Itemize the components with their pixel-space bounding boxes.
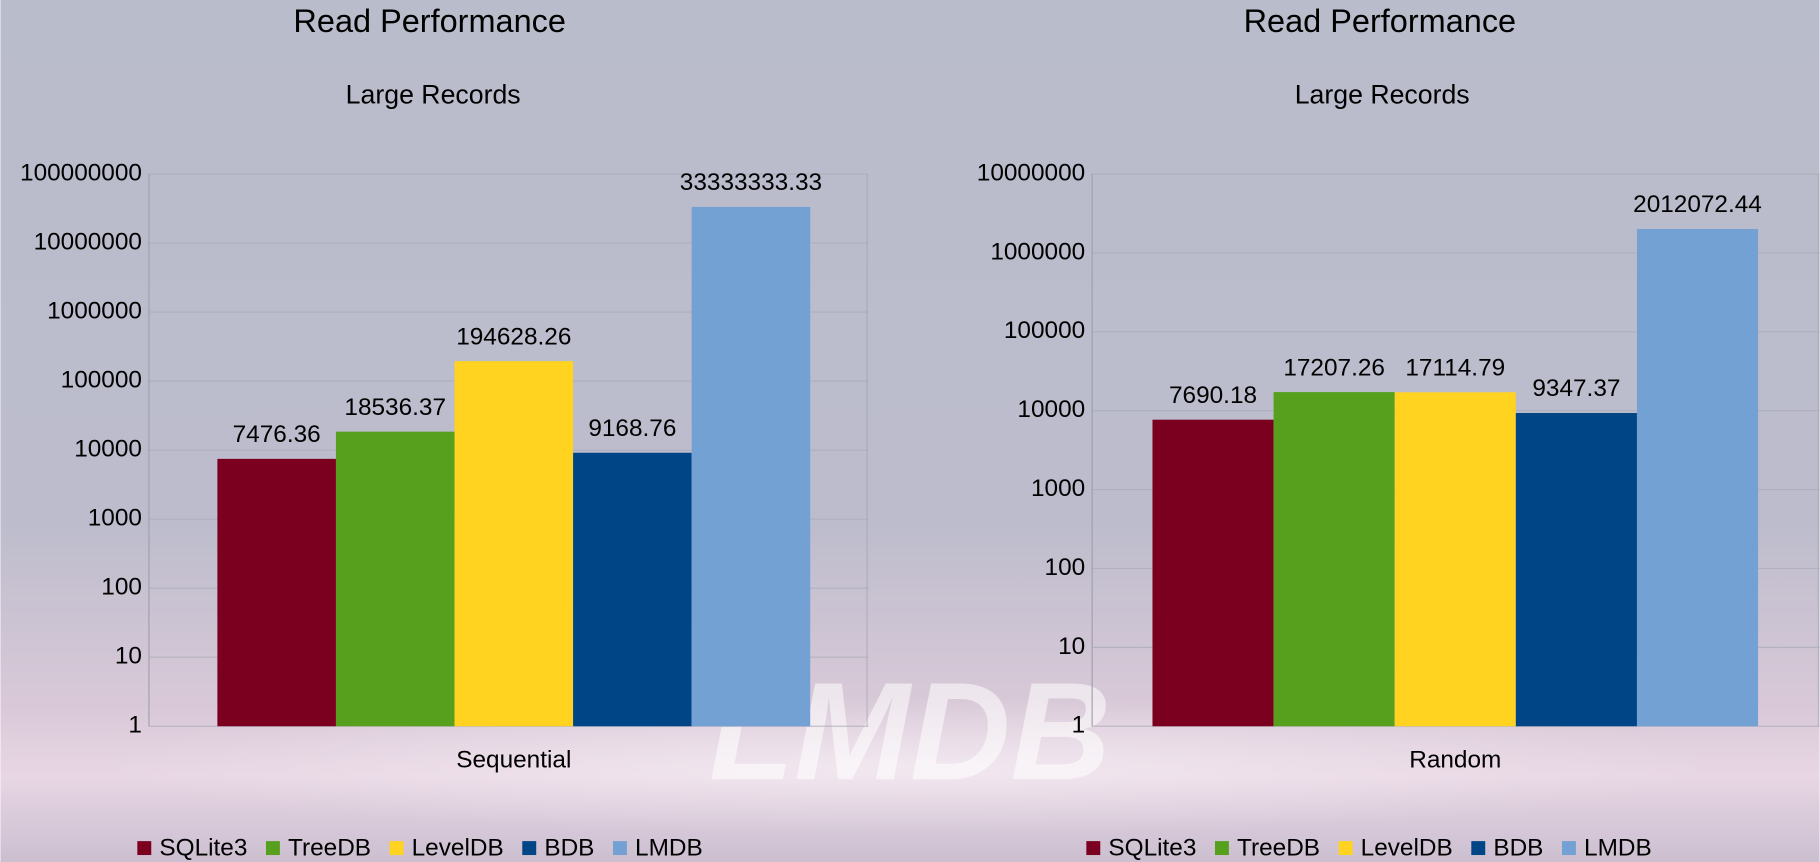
legend-label: LevelDB [1361,835,1453,862]
y-tick-label: 1000 [88,505,142,532]
value-label: 9168.76 [588,415,676,442]
bar [1394,392,1516,727]
value-label: 7690.18 [1169,382,1257,409]
legend-swatch [1338,841,1353,856]
legend-label: BDB [1493,835,1543,862]
y-tick-label: 1000000 [990,238,1085,265]
legend-label: SQLite3 [159,835,247,862]
legend-label: TreeDB [288,835,371,862]
legend-label: SQLite3 [1108,835,1196,862]
bar [691,206,811,727]
legend-swatch [1562,841,1576,856]
y-tick-label: 1 [1072,712,1086,739]
chart-subtitle: Large Records [346,79,521,109]
bar [1636,228,1759,727]
y-tick-label: 100000 [1004,317,1085,344]
y-tick-label: 100000 [61,367,142,394]
legend-swatch [612,841,627,856]
legend-label: LMDB [1584,835,1652,862]
y-tick-label: 10000000 [977,159,1085,186]
y-tick-label: 10000000 [34,228,142,255]
y-tick-label: 10000 [74,436,142,463]
legend-swatch [1214,841,1229,856]
y-tick-label: 1 [128,712,142,739]
bar [573,452,692,727]
legend-swatch [1086,841,1101,856]
legend-label: LMDB [635,835,703,862]
x-tick-label: Random [1409,747,1501,774]
legend-label: TreeDB [1237,835,1320,862]
bar [335,431,455,727]
y-tick-label: 100000000 [20,159,142,186]
y-tick-label: 100 [1045,554,1086,581]
value-label: 194628.26 [456,323,571,350]
legend-swatch [522,841,537,856]
y-tick-label: 100 [101,574,142,601]
background-glow [97,696,1723,836]
y-tick-label: 10 [115,643,142,670]
value-label: 7476.36 [233,421,321,448]
bar [1273,392,1395,727]
chart-subtitle: Large Records [1295,79,1470,109]
chart-title: Read Performance [1244,3,1517,39]
legend-swatch [1471,841,1486,856]
bar [217,458,336,727]
y-tick-label: 10000 [1017,396,1085,423]
value-label: 18536.37 [344,394,446,421]
bar [454,361,574,727]
legend-label: LevelDB [412,835,504,862]
x-tick-label: Sequential [456,747,571,774]
legend-swatch [265,841,280,856]
y-tick-label: 10 [1058,633,1085,660]
value-label: 17114.79 [1405,355,1505,382]
value-label: 2012072.44 [1633,191,1762,218]
legend-swatch [389,841,404,856]
chart-title: Read Performance [293,3,566,39]
y-tick-label: 1000 [1031,475,1085,502]
bar [1152,419,1274,727]
y-tick-label: 1000000 [47,298,142,325]
value-label: 33333333.33 [680,169,822,196]
legend-swatch [137,841,152,856]
value-label: 9347.37 [1532,375,1620,402]
legend-label: BDB [544,835,594,862]
value-label: 17207.26 [1283,354,1385,381]
bar [1515,413,1637,727]
